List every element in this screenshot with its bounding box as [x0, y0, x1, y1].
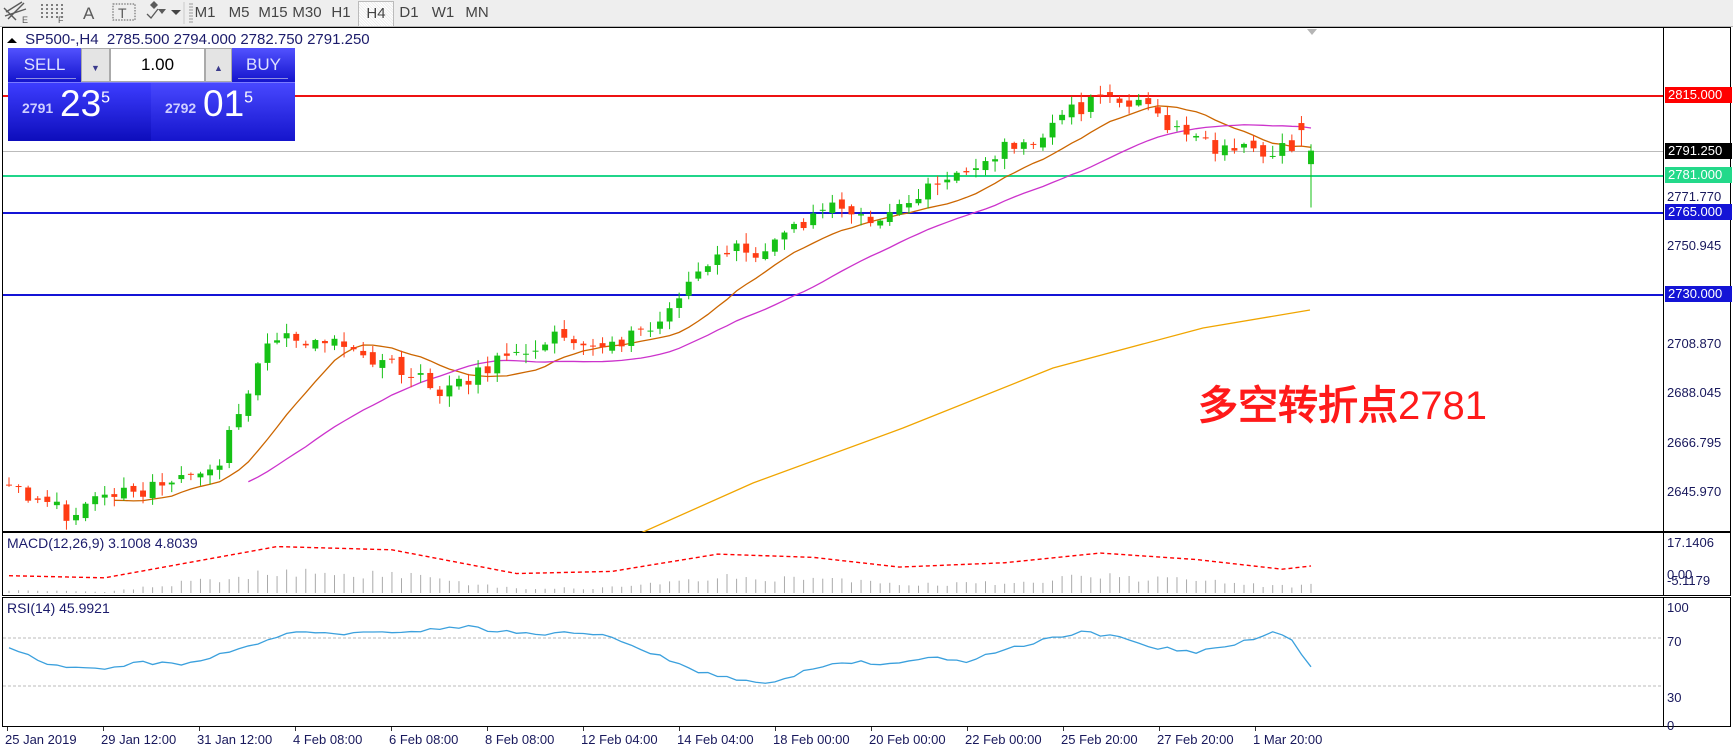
svg-text:F: F [58, 15, 64, 25]
svg-text:E: E [22, 15, 28, 25]
svg-text:T: T [118, 5, 127, 21]
svg-text:A: A [83, 4, 95, 23]
